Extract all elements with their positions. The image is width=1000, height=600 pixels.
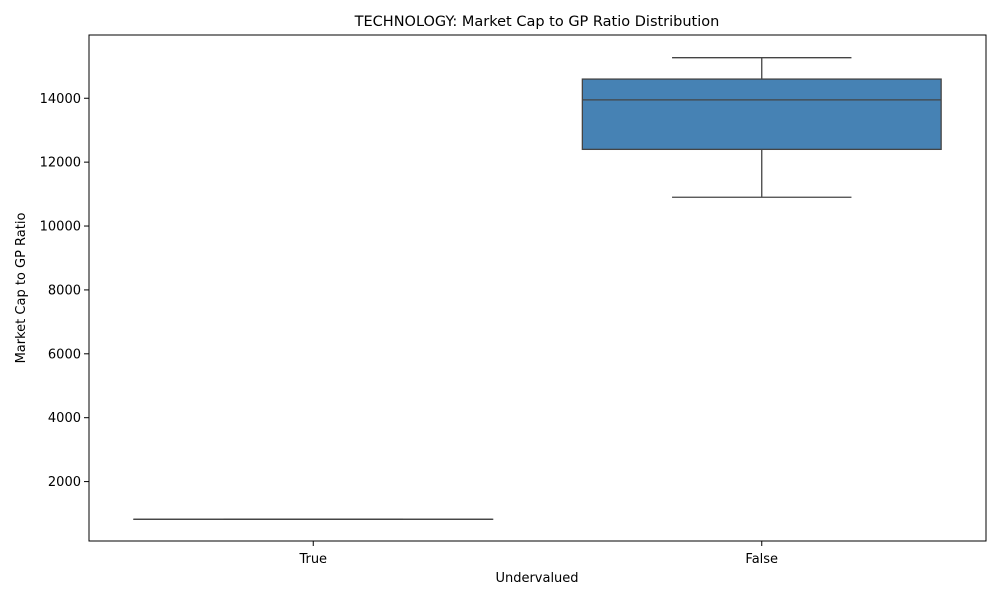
- plot-area: 2000 4000 6000 8000 10000 12000 14000 True False: [40, 57, 942, 567]
- x-axis-label: Undervalued: [495, 571, 578, 586]
- y-tick-label: 8000: [48, 283, 81, 298]
- y-axis-label: Market Cap to GP Ratio: [14, 213, 29, 364]
- y-tick-label: 12000: [40, 156, 81, 171]
- y-tick-label: 14000: [40, 92, 81, 107]
- y-tick-label: 6000: [48, 347, 81, 362]
- box-iqr: [581, 78, 942, 151]
- y-tick-label: 4000: [48, 411, 81, 426]
- chart-title: TECHNOLOGY: Market Cap to GP Ratio Distr…: [354, 14, 720, 30]
- x-tick-label: False: [745, 552, 778, 567]
- x-tick-label: True: [298, 552, 327, 567]
- y-tick-label: 2000: [48, 475, 81, 490]
- plot-frame: [88, 34, 987, 542]
- y-tick-label: 10000: [40, 220, 81, 235]
